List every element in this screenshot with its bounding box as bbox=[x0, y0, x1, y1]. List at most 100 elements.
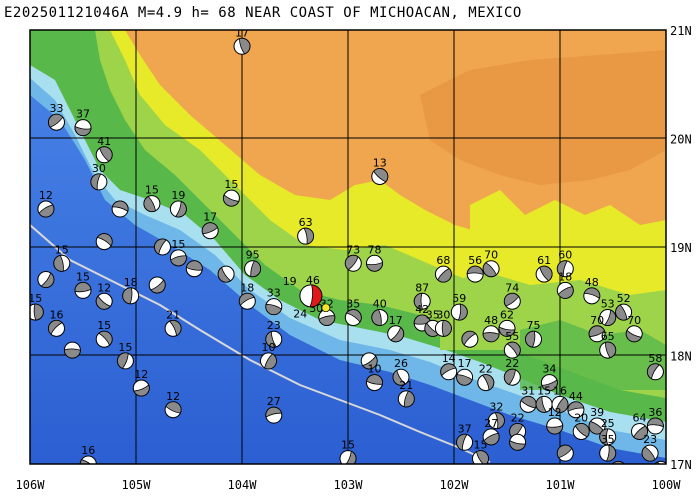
focal-mechanism[interactable] bbox=[599, 309, 617, 327]
focal-mechanism[interactable] bbox=[434, 265, 452, 283]
focal-mechanism[interactable] bbox=[48, 113, 65, 131]
focal-mechanism[interactable] bbox=[535, 265, 553, 283]
focal-mechanism[interactable] bbox=[169, 200, 187, 218]
focal-mechanism[interactable] bbox=[53, 254, 71, 272]
focal-mechanism[interactable] bbox=[498, 319, 516, 337]
depth-label: 40 bbox=[373, 298, 387, 311]
focal-mechanism[interactable] bbox=[371, 309, 389, 327]
focal-mechanism[interactable] bbox=[79, 455, 97, 472]
focal-mechanism[interactable] bbox=[95, 146, 113, 164]
focal-mechanism[interactable] bbox=[74, 281, 92, 299]
focal-mechanism[interactable] bbox=[116, 352, 134, 370]
focal-mechanism[interactable] bbox=[556, 444, 574, 462]
depth-label: 36 bbox=[648, 406, 662, 419]
focal-mechanism[interactable] bbox=[344, 309, 362, 327]
focal-mechanism[interactable] bbox=[154, 238, 171, 256]
focal-mechanism[interactable] bbox=[360, 352, 378, 370]
focal-mechanism[interactable] bbox=[472, 450, 489, 467]
focal-mechanism[interactable] bbox=[482, 325, 500, 343]
focal-mechanism[interactable] bbox=[588, 325, 606, 343]
focal-mechanism[interactable] bbox=[535, 395, 553, 413]
focal-mechanism[interactable] bbox=[487, 412, 505, 430]
focal-mechanism[interactable] bbox=[344, 254, 362, 272]
focal-mechanism[interactable] bbox=[95, 330, 113, 348]
focal-mechanism[interactable] bbox=[339, 450, 357, 467]
focal-mechanism[interactable] bbox=[37, 271, 55, 289]
focal-mechanism[interactable] bbox=[503, 341, 521, 359]
focal-mechanism[interactable] bbox=[233, 37, 251, 55]
focal-mechanism[interactable] bbox=[122, 287, 140, 305]
focal-mechanism[interactable] bbox=[260, 352, 277, 370]
focal-mechanism[interactable] bbox=[297, 227, 315, 245]
focal-mechanism[interactable] bbox=[567, 401, 585, 419]
focal-mechanism[interactable] bbox=[646, 417, 664, 435]
focal-mechanism[interactable] bbox=[392, 368, 410, 386]
focal-mechanism[interactable] bbox=[456, 433, 474, 451]
focal-mechanism[interactable] bbox=[599, 444, 617, 462]
focal-mechanism[interactable] bbox=[641, 444, 659, 462]
focal-mechanism[interactable] bbox=[631, 422, 648, 440]
focal-mechanism[interactable] bbox=[503, 368, 521, 386]
focal-mechanism[interactable] bbox=[95, 233, 113, 251]
focal-mechanism[interactable] bbox=[37, 200, 55, 218]
focal-mechanism[interactable] bbox=[482, 260, 500, 278]
focal-mechanism[interactable] bbox=[482, 428, 500, 446]
focal-mechanism[interactable] bbox=[148, 276, 166, 294]
focal-mechanism[interactable] bbox=[588, 417, 606, 435]
focal-mechanism[interactable] bbox=[265, 406, 283, 424]
focal-mechanism[interactable] bbox=[201, 222, 219, 240]
focal-mechanism[interactable] bbox=[413, 292, 431, 310]
focal-mechanism[interactable] bbox=[366, 254, 383, 272]
focal-mechanism[interactable] bbox=[625, 325, 643, 343]
focal-mechanism[interactable] bbox=[461, 330, 479, 348]
focal-mechanism[interactable] bbox=[466, 265, 484, 283]
focal-mechanism[interactable] bbox=[434, 319, 452, 337]
focal-mechanism[interactable] bbox=[551, 395, 569, 413]
focal-mechanism[interactable] bbox=[397, 390, 415, 408]
focal-mechanism[interactable] bbox=[111, 200, 129, 218]
focal-mechanism[interactable] bbox=[217, 265, 235, 283]
focal-mechanism[interactable] bbox=[456, 368, 474, 386]
focal-mechanism[interactable] bbox=[244, 260, 262, 278]
focal-mechanism[interactable] bbox=[95, 292, 113, 310]
focal-mechanism[interactable] bbox=[27, 303, 44, 321]
focal-mechanism[interactable] bbox=[556, 281, 574, 299]
focal-mechanism[interactable] bbox=[387, 325, 405, 343]
focal-mechanism[interactable] bbox=[540, 374, 558, 392]
focal-mechanism[interactable] bbox=[143, 195, 161, 213]
focal-mechanism[interactable] bbox=[583, 287, 601, 305]
focal-mechanism[interactable] bbox=[169, 249, 187, 267]
focal-mechanism[interactable] bbox=[450, 303, 468, 321]
focal-mechanism[interactable] bbox=[164, 319, 182, 337]
focal-mechanism[interactable] bbox=[238, 292, 256, 310]
focal-mechanism[interactable] bbox=[546, 417, 564, 435]
focal-mechanism[interactable] bbox=[599, 341, 617, 359]
focal-mechanism[interactable] bbox=[525, 330, 542, 348]
focal-mechanism[interactable] bbox=[477, 374, 495, 392]
focal-mechanism[interactable] bbox=[164, 401, 182, 419]
focal-mechanism[interactable] bbox=[63, 341, 81, 359]
focal-mechanism[interactable] bbox=[265, 298, 283, 316]
focal-mechanism[interactable] bbox=[90, 173, 108, 191]
focal-mechanism[interactable] bbox=[646, 363, 664, 381]
target-event-mechanism[interactable] bbox=[299, 284, 323, 308]
focal-mechanism[interactable] bbox=[440, 363, 458, 381]
focal-mechanism[interactable] bbox=[366, 374, 383, 392]
focal-mechanism[interactable] bbox=[371, 167, 389, 185]
focal-mechanism[interactable] bbox=[132, 379, 150, 397]
focal-mechanism[interactable] bbox=[503, 292, 521, 310]
focal-mechanism[interactable] bbox=[556, 260, 574, 278]
focal-mechanism[interactable] bbox=[599, 428, 617, 446]
focal-mechanism[interactable] bbox=[185, 260, 203, 278]
focal-mechanism[interactable] bbox=[519, 395, 537, 413]
focal-mechanism[interactable] bbox=[572, 422, 590, 440]
focal-mechanism[interactable] bbox=[615, 303, 633, 321]
focal-mechanism[interactable] bbox=[265, 330, 283, 348]
focal-mechanism[interactable] bbox=[509, 433, 527, 451]
focal-mechanism[interactable] bbox=[74, 119, 92, 137]
focal-mechanism[interactable] bbox=[222, 189, 240, 207]
focal-mechanism[interactable] bbox=[318, 309, 336, 327]
focal-mechanism[interactable] bbox=[48, 319, 65, 337]
